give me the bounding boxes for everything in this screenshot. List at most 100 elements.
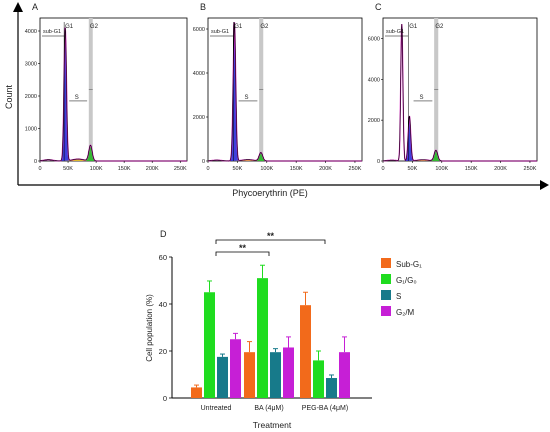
x-tick-label: 100K — [90, 166, 103, 172]
x-tick-label: 150K — [465, 166, 478, 172]
bar — [217, 356, 228, 398]
bar — [326, 378, 337, 398]
legend-label: Sub-G₁ — [396, 260, 422, 269]
plot-frame — [207, 17, 363, 162]
legend-swatch — [381, 306, 391, 316]
y-tick-label: 0 — [163, 394, 167, 403]
x-tick-label: 50K — [63, 166, 73, 172]
y-tick-label: 0 — [34, 159, 37, 165]
y-tick-label: 20 — [159, 347, 167, 356]
significance-label: ** — [239, 243, 247, 253]
category-label: Untreated — [201, 405, 232, 412]
flow-y-label: Count — [4, 85, 14, 110]
histogram-outline — [382, 23, 537, 162]
y-tick-label: 0 — [202, 159, 205, 165]
y-tick-label: 60 — [159, 253, 167, 262]
g1-gate-label: G1 — [409, 24, 418, 30]
significance-label: ** — [267, 231, 275, 241]
g2-fill — [428, 150, 443, 161]
x-tick-label: 250K — [174, 166, 187, 172]
y-tick-label: 4000 — [25, 29, 37, 35]
x-tick-label: 150K — [118, 166, 131, 172]
x-tick-label: 200K — [494, 166, 507, 172]
category-label: PEG-BA (4μM) — [302, 405, 348, 412]
legend-swatch — [381, 258, 391, 268]
subg1-gate-label: sub-G1 — [386, 29, 404, 35]
panel-letter: B — [200, 2, 206, 12]
s-fill — [399, 159, 447, 161]
bar — [191, 387, 202, 398]
bar — [230, 339, 241, 398]
plot-frame — [382, 17, 538, 162]
x-tick-label: 200K — [319, 166, 332, 172]
flow-frame — [13, 2, 549, 190]
y-tick-label: 1000 — [25, 127, 37, 133]
x-tick-label: 100K — [435, 166, 448, 172]
y-tick-label: 4000 — [368, 77, 380, 83]
g2-fill — [83, 146, 98, 161]
g1-gate-label: G1 — [65, 24, 74, 30]
y-tick-label: 40 — [159, 300, 167, 309]
g1-fill — [404, 117, 415, 161]
bar — [283, 347, 294, 398]
legend-label: G₂/M — [396, 308, 415, 317]
y-tick-label: 3000 — [25, 62, 37, 68]
s-fill — [55, 159, 101, 161]
significance-bracket — [215, 239, 326, 244]
s-gate-label: S — [419, 95, 423, 101]
histogram-outline — [39, 27, 187, 162]
g2-gate-label: G2 — [260, 24, 269, 30]
y-tick-label: 2000 — [368, 118, 380, 124]
bar — [244, 352, 255, 398]
s-fill — [224, 159, 272, 161]
panel-letter: C — [375, 2, 382, 12]
y-tick-label: 6000 — [193, 27, 205, 33]
significance-bracket — [215, 251, 270, 256]
bar — [257, 278, 268, 398]
x-tick-label: 0 — [381, 166, 384, 172]
y-tick-label: 0 — [377, 159, 380, 165]
legend-label: S — [396, 292, 401, 301]
category-label: BA (4μM) — [254, 405, 283, 412]
g2-gate-label: G2 — [435, 24, 444, 30]
legend-swatch — [381, 274, 391, 284]
s-gate-label: S — [244, 95, 248, 101]
y-tick-label: 4000 — [193, 71, 205, 77]
plot-frame — [39, 17, 188, 162]
cell-cycle-bar-chart: D 0 20 40 60 Cell population (%) Treatment Untr… — [145, 229, 422, 430]
g2-fill — [253, 153, 268, 161]
model-envelope — [208, 22, 362, 162]
x-tick-label: 0 — [38, 166, 41, 172]
bar — [339, 352, 350, 398]
bar — [300, 305, 311, 398]
y-axis-label: Cell population (%) — [145, 294, 154, 362]
x-tick-label: 250K — [349, 166, 362, 172]
x-axis-label: Treatment — [253, 420, 292, 430]
bar — [204, 292, 215, 398]
x-tick-label: 50K — [407, 166, 417, 172]
flow-x-label: Phycoerythrin (PE) — [232, 188, 308, 198]
g1-gate-label: G1 — [234, 24, 243, 30]
histogram-outline — [208, 22, 362, 162]
g2-gate-label: G2 — [90, 24, 99, 30]
x-tick-label: 100K — [260, 166, 273, 172]
panel-letter: D — [160, 229, 167, 239]
model-envelope — [382, 23, 537, 162]
g1-fill — [229, 26, 240, 161]
y-tick-label: 6000 — [368, 36, 380, 42]
x-tick-label: 50K — [232, 166, 242, 172]
x-tick-label: 150K — [290, 166, 303, 172]
panel-letter: A — [32, 2, 38, 12]
subg1-gate-label: sub-G1 — [211, 29, 229, 35]
x-tick-label: 0 — [206, 166, 209, 172]
legend-swatch — [381, 290, 391, 300]
bar — [270, 352, 281, 398]
x-tick-label: 200K — [146, 166, 159, 172]
g1-fill — [60, 31, 71, 161]
s-gate-label: S — [75, 95, 79, 101]
